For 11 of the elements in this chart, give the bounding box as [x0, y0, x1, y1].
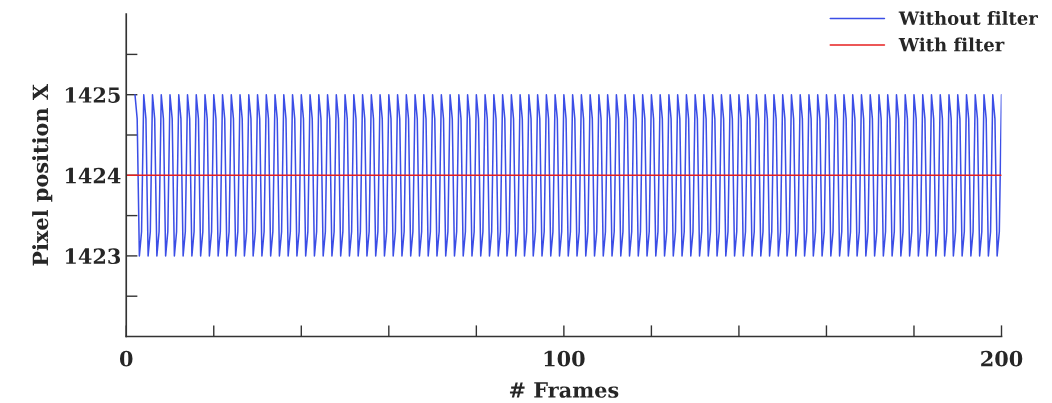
y-tick-label: 1425	[65, 87, 120, 103]
x-axis-title: # Frames	[509, 382, 619, 398]
line-series	[134, 93, 1002, 257]
y-axis-title: Pixel position X	[32, 84, 53, 266]
y-tick-label: 1423	[65, 248, 121, 265]
x-tick-label: 100	[544, 350, 585, 367]
x-tick-label: 200	[981, 350, 1023, 367]
legend-label: With filter	[898, 37, 1005, 52]
legend-label: Without filter	[898, 11, 1038, 25]
y-tick-label: 1424	[65, 167, 121, 184]
x-tick-label: 0	[119, 350, 133, 367]
